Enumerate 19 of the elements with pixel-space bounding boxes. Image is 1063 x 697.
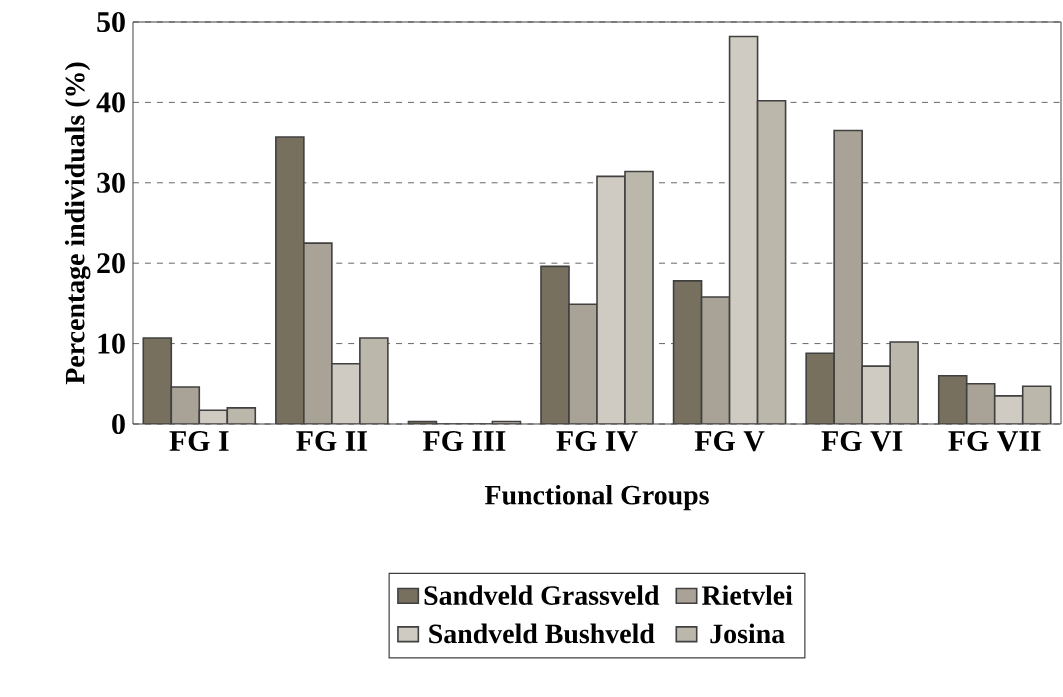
y-tick-label: 30 [97,172,125,193]
y-tick-label: 10 [98,333,125,354]
x-tick-label: FG I [169,431,229,452]
x-tick-label: FG V [694,431,765,452]
x-tick-label: FG IV [556,431,638,452]
y-tick-label: 40 [96,92,125,113]
x-axis-title: Functional Groups [484,484,709,511]
x-tick-label: FG III [423,431,506,452]
legend-label: Josina [710,623,785,644]
x-tick-label: FG II [296,431,367,452]
y-tick-label: 0 [112,413,125,435]
y-tick-label: 50 [97,11,125,33]
legend-label: Sandveld Grassveld [424,585,660,605]
y-axis-title: Percentage individuals (%) [64,62,91,385]
legend-label: Rietvlei [701,585,793,605]
legend-label: Sandveld Bushveld [429,623,655,644]
x-tick-label: FG VI [821,431,903,452]
y-tick-label: 20 [97,253,125,274]
x-tick-label: FG VII [948,431,1041,452]
